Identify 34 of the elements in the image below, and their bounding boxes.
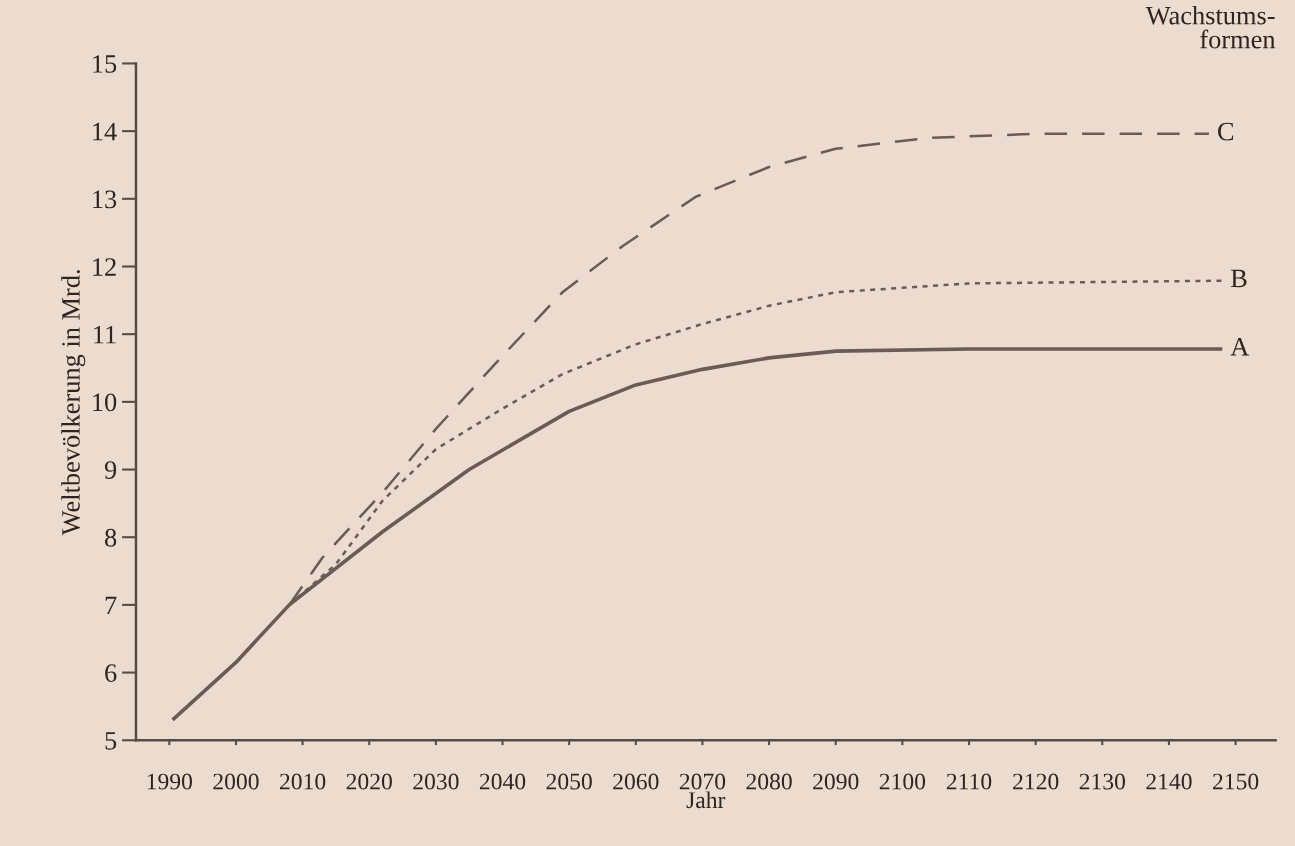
y-tick-label: 14 [93,122,117,141]
y-tick-label: 7 [105,596,117,615]
x-tick-label: 2000 [213,773,259,790]
y-tick-label: 8 [105,528,117,547]
x-axis-title: Jahr [686,791,726,809]
series-label: A [1230,337,1250,356]
legend-title: Wachstums- formen [1145,5,1276,49]
x-tick-label: 2150 [1213,773,1259,790]
x-tick-label: 2120 [1013,773,1059,790]
y-tick-label: 10 [93,393,117,412]
x-tick-label: 2010 [280,773,326,790]
series-label: C [1218,122,1234,141]
x-tick-label: 2130 [1079,773,1126,790]
x-tick-label: 2080 [746,773,792,790]
y-tick-label: 5 [105,732,117,750]
x-tick-label: 2110 [946,773,992,790]
x-tick-label: 2090 [813,773,859,790]
x-tick-label: 1990 [147,773,193,790]
x-tick-label: 2030 [413,773,459,790]
x-tick-label: 2100 [879,773,926,790]
x-tick-label: 2060 [613,773,659,790]
x-tick-label: 2140 [1146,773,1192,790]
y-tick-label: 11 [94,325,116,344]
series-label: B [1231,269,1247,288]
y-axis-title: Weltbevölkerung in Mrd. [61,270,86,536]
x-tick-label: 2070 [679,773,726,790]
y-tick-label: 9 [104,461,117,479]
x-tick-label: 2040 [479,773,526,790]
x-tick-label: 2050 [546,773,592,790]
y-tick-label: 13 [93,190,117,209]
y-tick-label: 15 [93,55,117,73]
y-tick-label: 12 [93,258,116,276]
x-tick-label: 2020 [346,773,392,790]
y-tick-label: 6 [105,664,117,682]
